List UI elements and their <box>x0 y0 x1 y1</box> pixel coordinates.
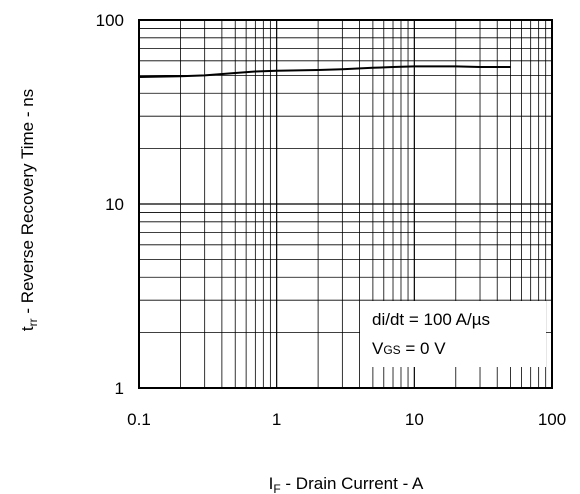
x-tick-label: 10 <box>405 410 424 429</box>
y-tick-label: 10 <box>105 195 124 214</box>
annotation-box: di/dt = 100 A/µs VGS = 0 V <box>360 301 546 367</box>
y-axis-title: trr - Reverse Recovery Time - ns <box>18 89 40 331</box>
series-line <box>138 65 511 78</box>
plot-frame <box>138 19 553 389</box>
x-tick-label: 0.1 <box>127 410 151 429</box>
x-tick-label: 100 <box>538 410 566 429</box>
x-axis-title: IF - Drain Current - A <box>269 474 424 494</box>
y-tick-label: 100 <box>96 11 124 30</box>
annotation-vgs: VGS = 0 V <box>372 339 446 358</box>
y-tick-label: 1 <box>115 379 124 398</box>
x-tick-label: 1 <box>272 410 281 429</box>
annotation-di-dt: di/dt = 100 A/µs <box>372 310 490 329</box>
